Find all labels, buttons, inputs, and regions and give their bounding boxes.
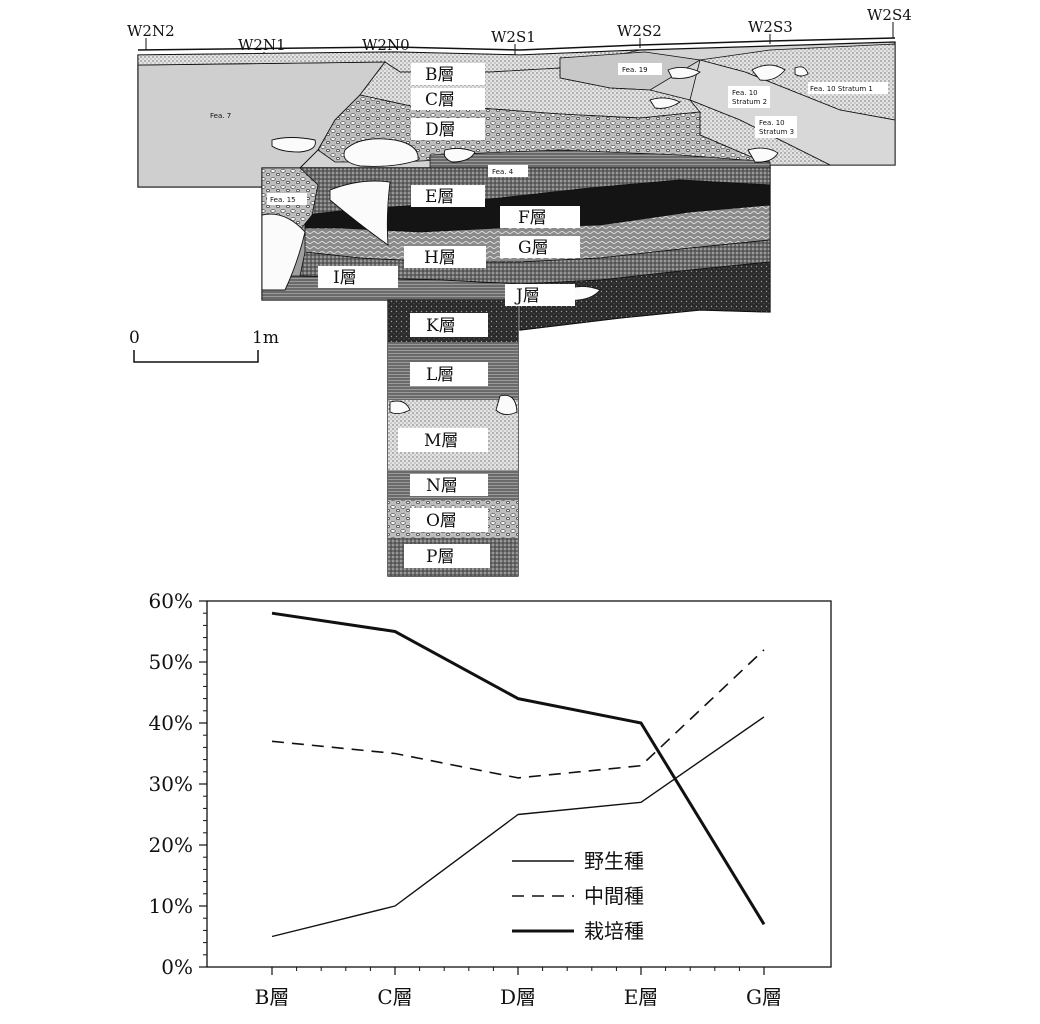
line-chart: 0% 10% 20% 30% 40% 50% 60% B層 C層 D層 E層 G層 野生種 中間種 … <box>149 589 832 1009</box>
legend-label-wild: 野生種 <box>584 849 644 873</box>
station-label-w2s1: W2S1 <box>491 28 536 46</box>
station-labels: W2N2 W2N1 W2N0 W2S1 W2S2 W2S3 W2S4 <box>127 6 912 54</box>
scale-bar-start: 0 <box>129 328 140 348</box>
x-tick-labels: B層 C層 D層 E層 G層 <box>255 985 782 1009</box>
y-tick-label: 0% <box>161 955 193 979</box>
layer-label-b: B層 <box>425 65 455 85</box>
y-tick-label: 30% <box>149 772 193 796</box>
y-tick-label: 60% <box>149 589 193 613</box>
layer-label-g: G層 <box>518 238 549 258</box>
layer-label-d: D層 <box>425 120 456 140</box>
station-label-w2n2: W2N2 <box>127 22 175 40</box>
y-tick-labels: 0% 10% 20% 30% 40% 50% 60% <box>149 589 193 979</box>
legend-label-cultivated: 栽培種 <box>584 919 644 943</box>
series-lines <box>271 611 766 938</box>
layer-label-o: O層 <box>426 511 457 531</box>
stratigraphic-section: W2N2 W2N1 W2N0 W2S1 W2S2 W2S3 W2S4 <box>127 6 912 577</box>
x-tick-label: D層 <box>500 985 536 1009</box>
layer-label-h: H層 <box>424 248 456 268</box>
feature-labels: Fea. 7 Fea. 19 Fea. 10 Stratum 1 Fea. 10… <box>210 63 888 205</box>
layer-label-i: I層 <box>333 268 357 288</box>
station-label-w2n0: W2N0 <box>362 36 410 54</box>
layer-label-j: J層 <box>514 286 540 306</box>
series-line-0 <box>271 716 765 938</box>
scale-bar-end: 1m <box>252 328 279 348</box>
station-label-w2n1: W2N1 <box>238 36 286 54</box>
station-label-w2s4: W2S4 <box>867 6 912 24</box>
feature-label-fea15: Fea. 15 <box>270 196 296 204</box>
column-stones <box>389 394 518 415</box>
feature-label-fea10-stratum1: Fea. 10 Stratum 1 <box>810 85 873 93</box>
feature-label-fea7: Fea. 7 <box>210 112 231 120</box>
layer-label-l: L層 <box>426 365 454 385</box>
x-tick-label: G層 <box>746 985 782 1009</box>
upper-stones <box>271 64 809 167</box>
y-tick-label: 10% <box>149 894 193 918</box>
station-label-w2s2: W2S2 <box>617 22 662 40</box>
y-major-ticks <box>199 600 207 968</box>
x-ticks <box>271 967 765 975</box>
feature-label-fea10-stratum2-a: Fea. 10 <box>732 89 758 97</box>
x-tick-label: E層 <box>624 985 659 1009</box>
feature-label-fea19: Fea. 19 <box>622 66 648 74</box>
y-tick-label: 20% <box>149 833 193 857</box>
scale-bar: 0 1m <box>129 328 279 363</box>
layer-label-k: K層 <box>426 316 456 336</box>
plot-frame <box>206 600 832 968</box>
layer-label-m: M層 <box>424 431 458 451</box>
x-tick-label: B層 <box>255 985 290 1009</box>
y-tick-label: 40% <box>149 711 193 735</box>
y-minor-ticks <box>203 612 207 956</box>
layer-label-e: E層 <box>425 187 454 207</box>
ground-surface <box>137 37 896 51</box>
layer-label-n: N層 <box>426 476 458 496</box>
station-label-w2s3: W2S3 <box>748 18 793 36</box>
layer-label-c: C層 <box>425 90 455 110</box>
x-tick-label: C層 <box>377 985 412 1009</box>
series-line-1 <box>271 649 765 779</box>
legend: 野生種 中間種 栽培種 <box>512 849 644 943</box>
layer-labels: B層 C層 D層 E層 F層 G層 H層 I層 J層 K層 L層 M層 N層 <box>318 63 580 568</box>
legend-label-intermediate: 中間種 <box>584 884 644 908</box>
y-tick-label: 50% <box>149 650 193 674</box>
layer-label-p: P層 <box>426 547 454 567</box>
feature-label-fea4: Fea. 4 <box>492 168 514 176</box>
layer-j-band <box>519 261 771 331</box>
feature-label-fea10-stratum3-b: Stratum 3 <box>759 128 794 136</box>
feature-label-fea10-stratum3-a: Fea. 10 <box>759 119 785 127</box>
layer-label-f: F層 <box>518 208 547 228</box>
feature-label-fea10-stratum2-b: Stratum 2 <box>732 98 767 106</box>
